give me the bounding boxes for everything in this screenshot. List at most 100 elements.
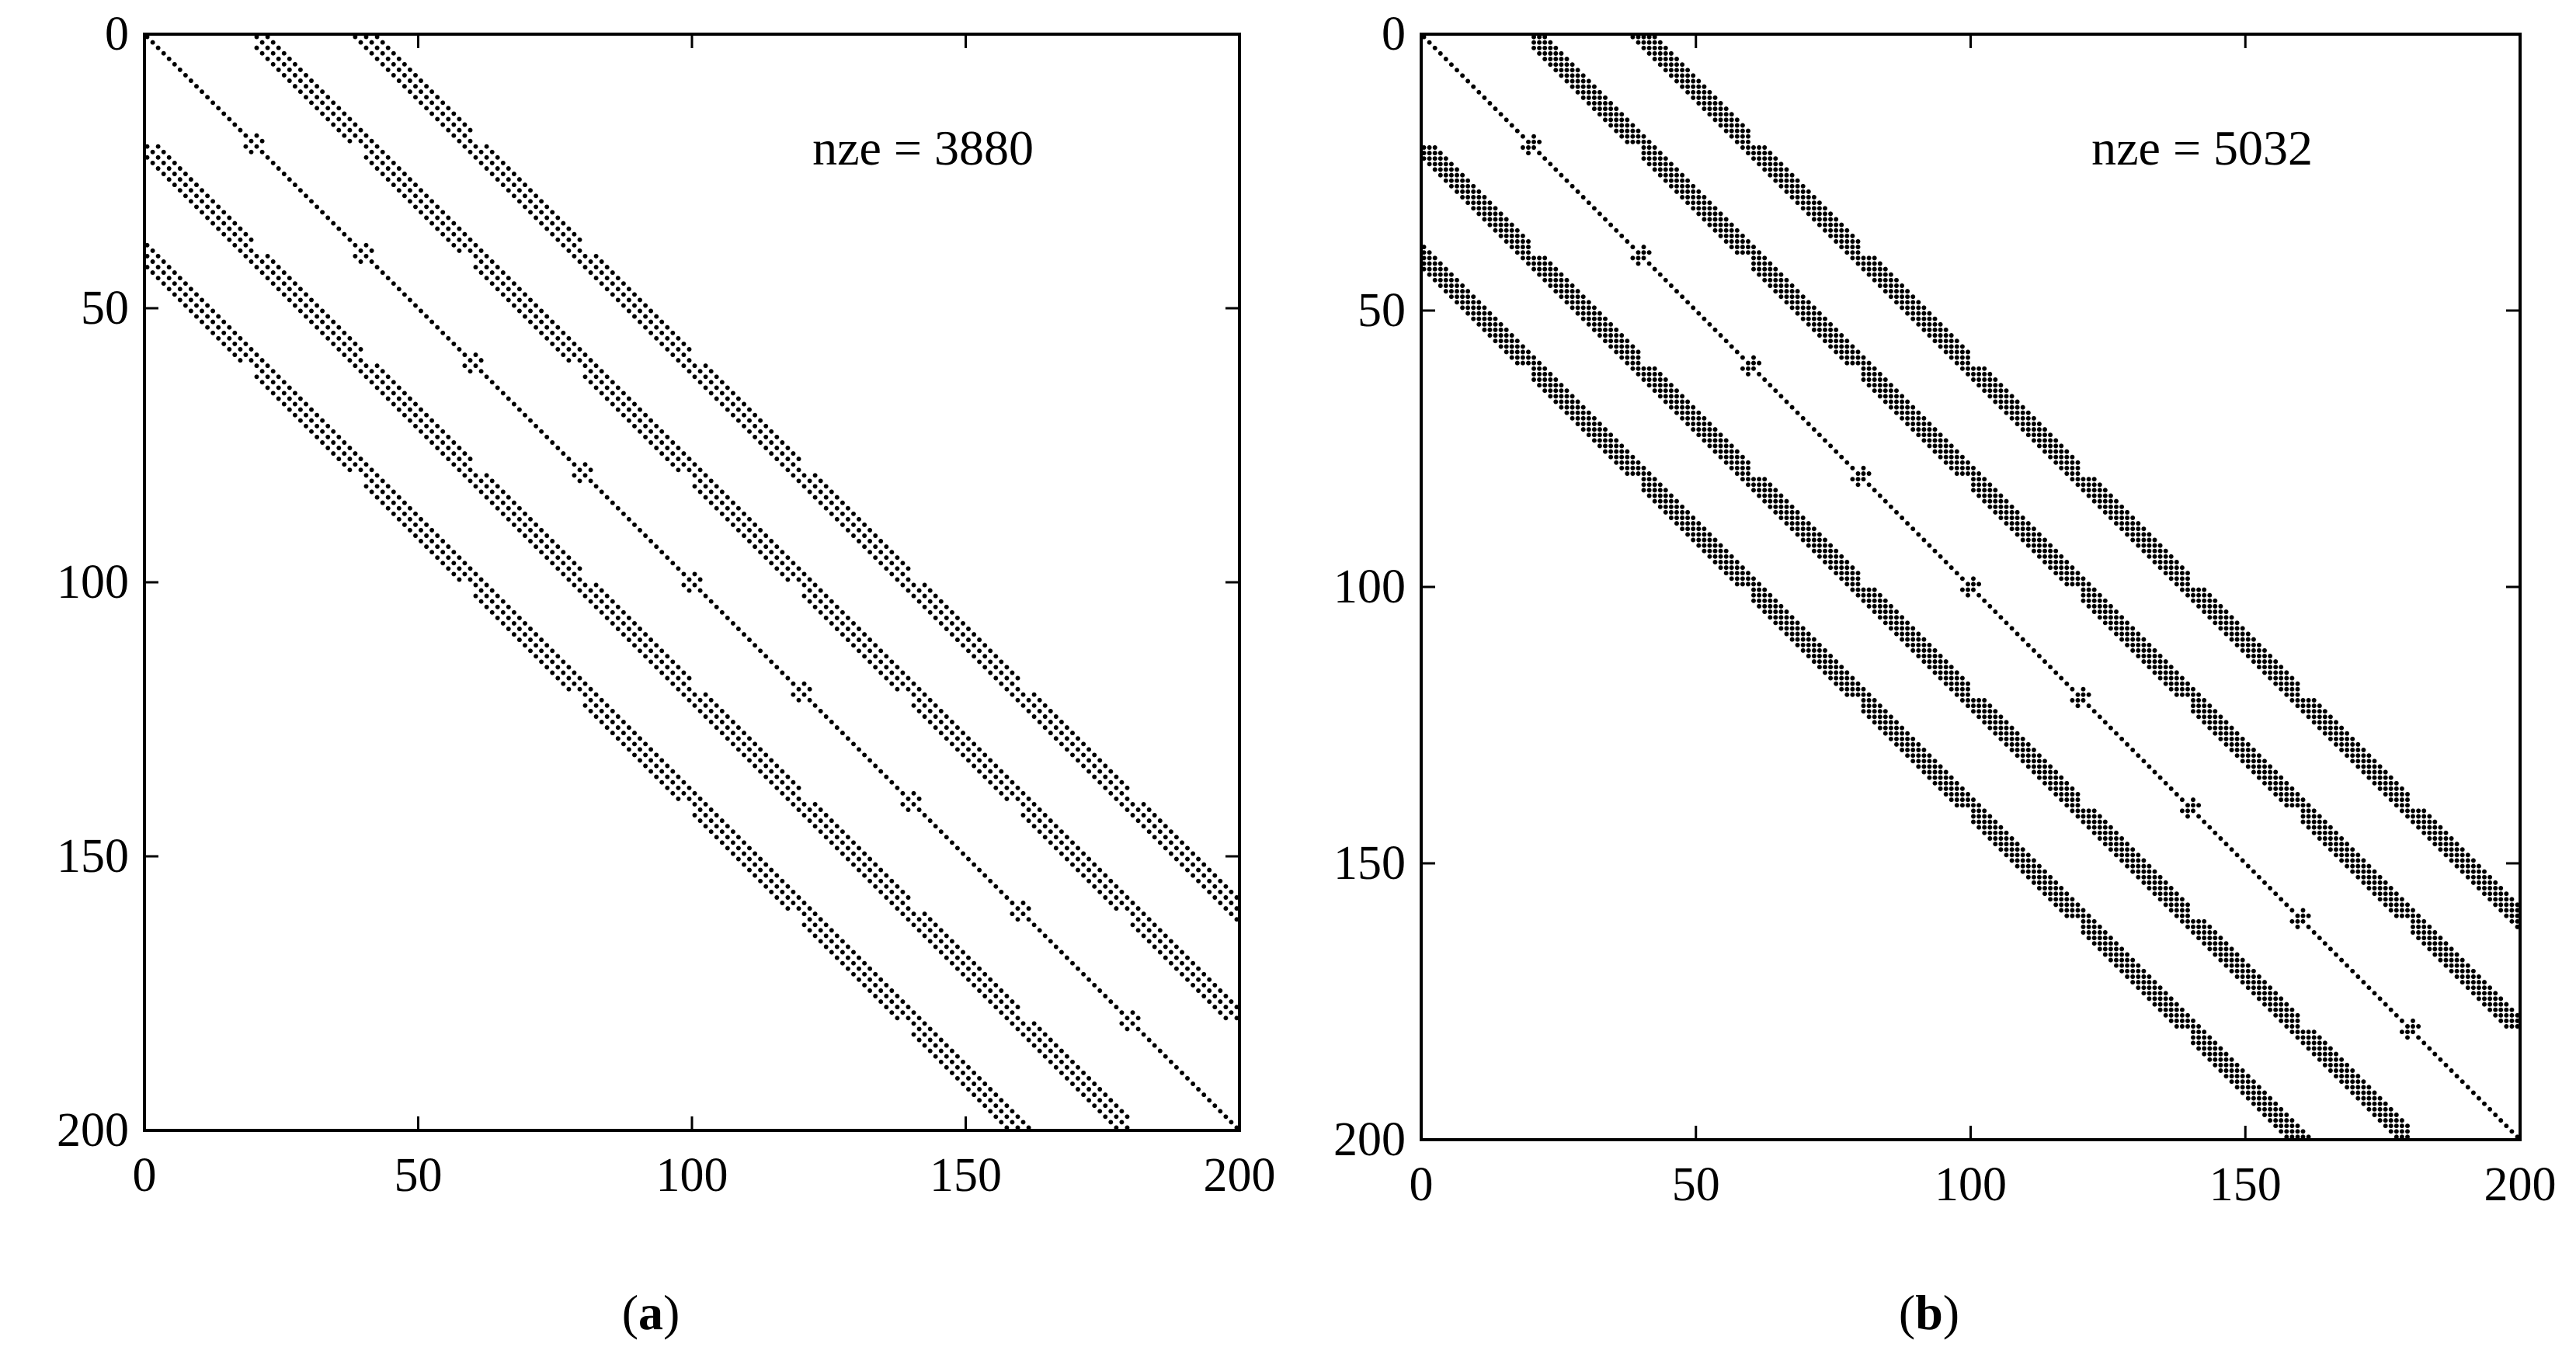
nonzero-a-1748 xyxy=(857,856,861,862)
nonzero-a-1975 xyxy=(954,966,960,971)
nonzero-b-1113 xyxy=(1564,410,1570,415)
nonzero-a-1453 xyxy=(730,731,735,736)
nonzero-b-1841 xyxy=(1866,603,1872,609)
nonzero-b-119 xyxy=(1580,95,1586,100)
nonzero-b-2448 xyxy=(2048,764,2053,769)
nonzero-b-1515 xyxy=(1800,516,1806,520)
nonzero-a-808 xyxy=(769,451,774,457)
nonzero-b-2006 xyxy=(1811,647,1816,653)
nonzero-b-2099 xyxy=(2152,670,2157,675)
nonzero-a-1043 xyxy=(457,555,462,561)
nonzero-a-1679 xyxy=(708,829,714,835)
nonzero-b-837 xyxy=(1823,333,1827,338)
nonzero-b-2656 xyxy=(2311,819,2317,825)
nonzero-a-941 xyxy=(511,511,516,516)
nonzero-a-1903 xyxy=(818,928,823,933)
nonzero-b-2051 xyxy=(1921,659,1927,665)
nonzero-a-1338 xyxy=(582,681,588,686)
nonzero-a-1061 xyxy=(769,561,774,566)
nonzero-a-26 xyxy=(166,56,172,61)
nonzero-b-1112 xyxy=(2020,404,2025,410)
nonzero-b-1583 xyxy=(2031,532,2036,537)
nonzero-a-1622 xyxy=(911,801,916,807)
nonzero-b-2290 xyxy=(2327,720,2333,725)
nonzero-b-81 xyxy=(1674,73,1679,78)
nonzero-a-1524 xyxy=(1076,758,1080,763)
nonzero-a-1081 xyxy=(462,571,468,577)
nonzero-b-775 xyxy=(1811,316,1816,321)
nonzero-a-1498 xyxy=(1064,747,1069,752)
nonzero-b-1374 xyxy=(1976,477,1982,482)
nonzero-b-1736 xyxy=(2185,571,2190,576)
nonzero-a-1523 xyxy=(988,758,993,763)
nonzero-a-1589 xyxy=(1103,785,1108,790)
nonzero-b-2479 xyxy=(2377,769,2383,775)
nonzero-a-1484 xyxy=(972,741,977,747)
nonzero-a-35 xyxy=(281,61,287,67)
nonzero-b-1315 xyxy=(1954,460,1959,465)
nonzero-b-2119 xyxy=(2059,675,2064,681)
nonzero-a-276 xyxy=(210,220,216,226)
nonzero-b-2216 xyxy=(1982,703,1987,709)
nonzero-b-1413 xyxy=(1976,488,1982,493)
nonzero-a-1982 xyxy=(851,971,856,977)
nonzero-b-2078 xyxy=(2147,665,2152,670)
nonzero-b-217 xyxy=(1421,145,1427,150)
nonzero-a-30 xyxy=(374,56,380,61)
nonzero-a-1726 xyxy=(1064,845,1069,851)
nonzero-b-529 xyxy=(1751,250,1756,255)
nonzero-a-1895 xyxy=(911,922,916,928)
nonzero-a-562 xyxy=(555,346,561,352)
nonzero-a-876 xyxy=(484,484,489,489)
nonzero-a-1334 xyxy=(1004,675,1010,681)
nonzero-a-1430 xyxy=(927,720,933,724)
nonzero-b-809 xyxy=(1591,327,1597,332)
nonzero-a-1894 xyxy=(823,922,829,928)
nonzero-b-281 xyxy=(1448,167,1454,172)
nonzero-b-740 xyxy=(1921,305,1927,311)
nonzero-b-1508 xyxy=(1680,516,1685,520)
nonzero-b-482 xyxy=(1834,233,1839,238)
nonzero-a-1831 xyxy=(1119,889,1125,894)
nonzero-a-2201 xyxy=(1229,1120,1234,1125)
nonzero-b-1276 xyxy=(2042,449,2047,454)
nonzero-b-917 xyxy=(1636,355,1641,360)
nonzero-a-1461 xyxy=(1070,731,1075,736)
nonzero-a-1184 xyxy=(615,615,621,620)
nonzero-a-749 xyxy=(419,429,423,434)
nonzero-b-78 xyxy=(1575,73,1580,78)
nonzero-b-1737 xyxy=(1729,576,1734,582)
nonzero-a-906 xyxy=(714,495,719,500)
nonzero-b-2344 xyxy=(2119,736,2125,741)
nonzero-b-895 xyxy=(1625,349,1630,355)
nonzero-b-2004 xyxy=(1800,647,1806,653)
nonzero-a-1631 xyxy=(807,807,812,812)
nonzero-a-1002 xyxy=(419,539,423,543)
nonzero-a-1233 xyxy=(528,637,533,643)
nonzero-b-816 xyxy=(1816,327,1822,332)
nonzero-b-509 xyxy=(1729,245,1734,250)
nonzero-b-972 xyxy=(1641,371,1646,377)
nonzero-a-270 xyxy=(424,215,429,220)
nonzero-b-474 xyxy=(1520,233,1525,238)
nonzero-a-1019 xyxy=(544,544,550,550)
nonzero-b-941 xyxy=(1850,360,1855,366)
nonzero-b-1732 xyxy=(2163,571,2168,576)
nonzero-a-1127 xyxy=(927,588,933,593)
nonzero-a-949 xyxy=(851,511,856,516)
nonzero-b-2163 xyxy=(2174,686,2179,692)
nonzero-b-485 xyxy=(1850,233,1855,238)
nonzero-b-798 xyxy=(1828,321,1834,327)
nonzero-b-6 xyxy=(1641,34,1646,40)
nonzero-b-112 xyxy=(1597,89,1602,95)
nonzero-b-1465 xyxy=(1663,504,1668,509)
nonzero-b-398 xyxy=(1702,206,1707,211)
nonzero-a-665 xyxy=(708,391,714,396)
nonzero-a-812 xyxy=(347,457,353,462)
nonzero-a-2014 xyxy=(889,988,895,993)
nonzero-a-237 xyxy=(200,199,204,204)
nonzero-a-754 xyxy=(648,429,654,434)
nonzero-a-623 xyxy=(582,374,588,380)
nonzero-b-1639 xyxy=(1823,548,1827,554)
nonzero-a-880 xyxy=(703,484,708,489)
